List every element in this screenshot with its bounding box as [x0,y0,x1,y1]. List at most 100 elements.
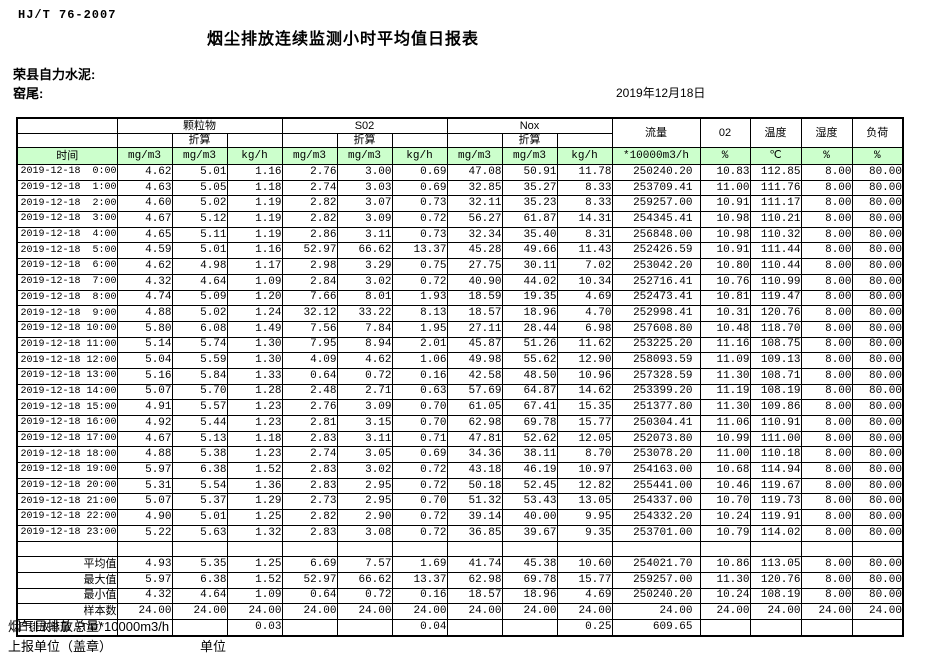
unit-cell: mg/m3 [281,147,338,165]
value-cell: 8.00 [800,164,853,181]
value-cell: 80.00 [851,273,904,291]
row-time: 2019-12-18 22:00 [16,509,118,526]
value-cell: 120.76 [749,305,802,322]
value-cell: 24.00 [336,603,393,620]
value-cell: 1.49 [226,320,283,338]
value-cell: 80.00 [851,179,904,197]
value-cell: 18.57 [446,305,503,322]
value-cell: 10.76 [699,273,751,291]
value-cell: 4.09 [281,352,338,369]
value-cell: 9.35 [556,524,613,542]
value-cell: 2.83 [281,477,338,495]
value-cell: 12.05 [556,430,613,448]
value-cell: 1.18 [226,430,283,448]
value-cell: 1.95 [391,320,448,338]
value-cell: 10.24 [699,587,751,605]
unit-cell: mg/m3 [501,147,558,165]
value-cell: 255441.00 [611,477,701,495]
value-cell: 253225.20 [611,336,701,354]
value-cell: 0.75 [391,258,448,275]
value-cell: 5.97 [116,462,173,479]
value-cell: 7.84 [336,320,393,338]
empty-cell [446,133,503,148]
time-header: 时间 [16,147,118,165]
value-cell: 6.38 [171,571,228,589]
value-cell: 110.91 [749,415,802,432]
value-cell: 1.24 [226,305,283,322]
value-cell: 111.44 [749,242,802,260]
value-cell: 24.00 [171,603,228,620]
value-cell: 1.33 [226,367,283,385]
value-cell [851,618,904,637]
report-unit-label: 上报单位（盖章） [8,639,113,654]
value-cell: 4.98 [171,258,228,275]
value-cell: 13.05 [556,493,613,511]
row-time: 2019-12-18 0:00 [16,164,118,181]
value-cell: 2.84 [281,273,338,291]
value-cell: 5.35 [171,556,228,573]
value-cell: 0.73 [391,226,448,244]
summary-row-label: 平均值 [16,556,118,573]
value-cell: 52.97 [281,571,338,589]
value-cell: 10.31 [699,305,751,322]
value-cell: 80.00 [851,242,904,260]
value-cell: 4.62 [336,352,393,369]
value-cell: 8.00 [800,524,853,542]
value-cell: 80.00 [851,289,904,307]
unit-cell: mg/m3 [336,147,393,165]
value-cell: 257328.59 [611,367,701,385]
table-row: 平均值 4.93 5.35 1.25 6.69 7.57 1.69 41.74 45.38 10.… [16,556,904,573]
value-cell: 0.72 [391,509,448,526]
value-cell: 11.06 [699,415,751,432]
value-cell: 10.81 [699,289,751,307]
value-cell: 253709.41 [611,179,701,197]
value-cell: 10.86 [699,556,751,573]
value-cell: 80.00 [851,383,904,401]
value-cell [501,618,558,637]
table-row: 最大值 5.97 6.38 1.52 52.97 66.62 13.37 62.98 69.78… [16,571,904,589]
value-cell: 2.83 [281,430,338,448]
value-cell: 5.01 [171,509,228,526]
value-cell: 0.16 [391,367,448,385]
value-cell: 3.09 [336,399,393,416]
value-cell: 5.01 [171,242,228,260]
value-cell: 4.60 [116,195,173,213]
value-cell: 3.00 [336,164,393,181]
value-cell: 8.31 [556,226,613,244]
value-cell: 50.18 [446,477,503,495]
value-cell: 253078.20 [611,446,701,464]
value-cell: 2.71 [336,383,393,401]
value-cell: 6.98 [556,320,613,338]
unit-cell: kg/h [226,147,283,165]
value-cell: 80.00 [851,367,904,385]
value-cell: 12.82 [556,477,613,495]
unit-cell: % [800,147,853,165]
table-row: 2019-12-18 9:00 4.88 5.02 1.24 32.12 33.22 8.1… [16,305,904,322]
value-cell: 11.19 [699,383,751,401]
value-cell: 80.00 [851,195,904,213]
value-cell: 1.17 [226,258,283,275]
value-cell: 108.71 [749,367,802,385]
value-cell: 8.00 [800,383,853,401]
row-time: 2019-12-18 9:00 [16,305,118,322]
value-cell: 111.17 [749,195,802,213]
summary-row-label: 最大值 [16,571,118,589]
value-cell: 80.00 [851,493,904,511]
value-cell: 253701.00 [611,524,701,542]
value-cell: 3.02 [336,273,393,291]
value-cell: 32.12 [281,305,338,322]
value-cell: 80.00 [851,226,904,244]
conv-label: 折算 [501,133,558,148]
value-cell: 5.07 [116,493,173,511]
row-time: 2019-12-18 11:00 [16,336,118,354]
value-cell: 80.00 [851,211,904,228]
value-cell [171,618,228,637]
value-cell: 1.23 [226,399,283,416]
value-cell: 0.64 [281,367,338,385]
value-cell: 41.74 [446,556,503,573]
table-row: 2019-12-18 5:00 4.59 5.01 1.16 52.97 66.62 13.… [16,242,904,260]
value-cell: 24.00 [611,603,701,620]
value-cell: 7.95 [281,336,338,354]
table-row: 2019-12-18 1:00 4.63 5.05 1.18 2.74 3.03 0.69 3… [16,179,904,197]
value-cell: 27.11 [446,320,503,338]
